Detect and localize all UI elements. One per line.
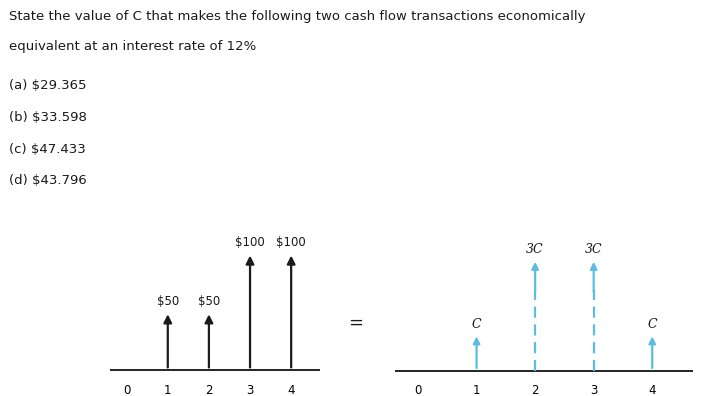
Text: (d) $43.796: (d) $43.796: [9, 174, 87, 187]
Text: C: C: [472, 318, 481, 331]
Text: $50: $50: [156, 295, 179, 308]
Text: $100: $100: [277, 236, 306, 249]
Text: C: C: [648, 318, 657, 331]
Text: (c) $47.433: (c) $47.433: [9, 143, 86, 156]
Text: (a) $29.365: (a) $29.365: [9, 79, 87, 92]
Text: 3C: 3C: [526, 243, 544, 256]
Text: =: =: [348, 314, 363, 332]
Text: 3C: 3C: [585, 243, 602, 256]
Text: $100: $100: [235, 236, 265, 249]
Text: equivalent at an interest rate of 12%: equivalent at an interest rate of 12%: [9, 40, 257, 53]
Text: State the value of C that makes the following two cash flow transactions economi: State the value of C that makes the foll…: [9, 10, 586, 23]
Text: $50: $50: [198, 295, 220, 308]
Text: (b) $33.598: (b) $33.598: [9, 111, 87, 124]
